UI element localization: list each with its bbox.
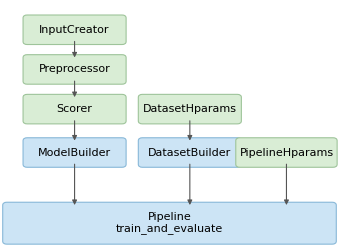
Text: PipelineHparams: PipelineHparams: [239, 148, 334, 157]
FancyBboxPatch shape: [3, 202, 336, 244]
Text: DatasetBuilder: DatasetBuilder: [148, 148, 232, 157]
FancyBboxPatch shape: [138, 138, 241, 167]
Text: Pipeline
train_and_evaluate: Pipeline train_and_evaluate: [116, 212, 223, 234]
Text: Preprocessor: Preprocessor: [39, 64, 111, 74]
FancyBboxPatch shape: [23, 55, 126, 84]
FancyBboxPatch shape: [236, 138, 337, 167]
Text: DatasetHparams: DatasetHparams: [143, 104, 237, 114]
FancyBboxPatch shape: [23, 15, 126, 45]
Text: InputCreator: InputCreator: [39, 25, 110, 35]
FancyBboxPatch shape: [138, 94, 241, 124]
FancyBboxPatch shape: [23, 94, 126, 124]
Text: ModelBuilder: ModelBuilder: [38, 148, 111, 157]
FancyBboxPatch shape: [23, 138, 126, 167]
Text: Scorer: Scorer: [57, 104, 93, 114]
